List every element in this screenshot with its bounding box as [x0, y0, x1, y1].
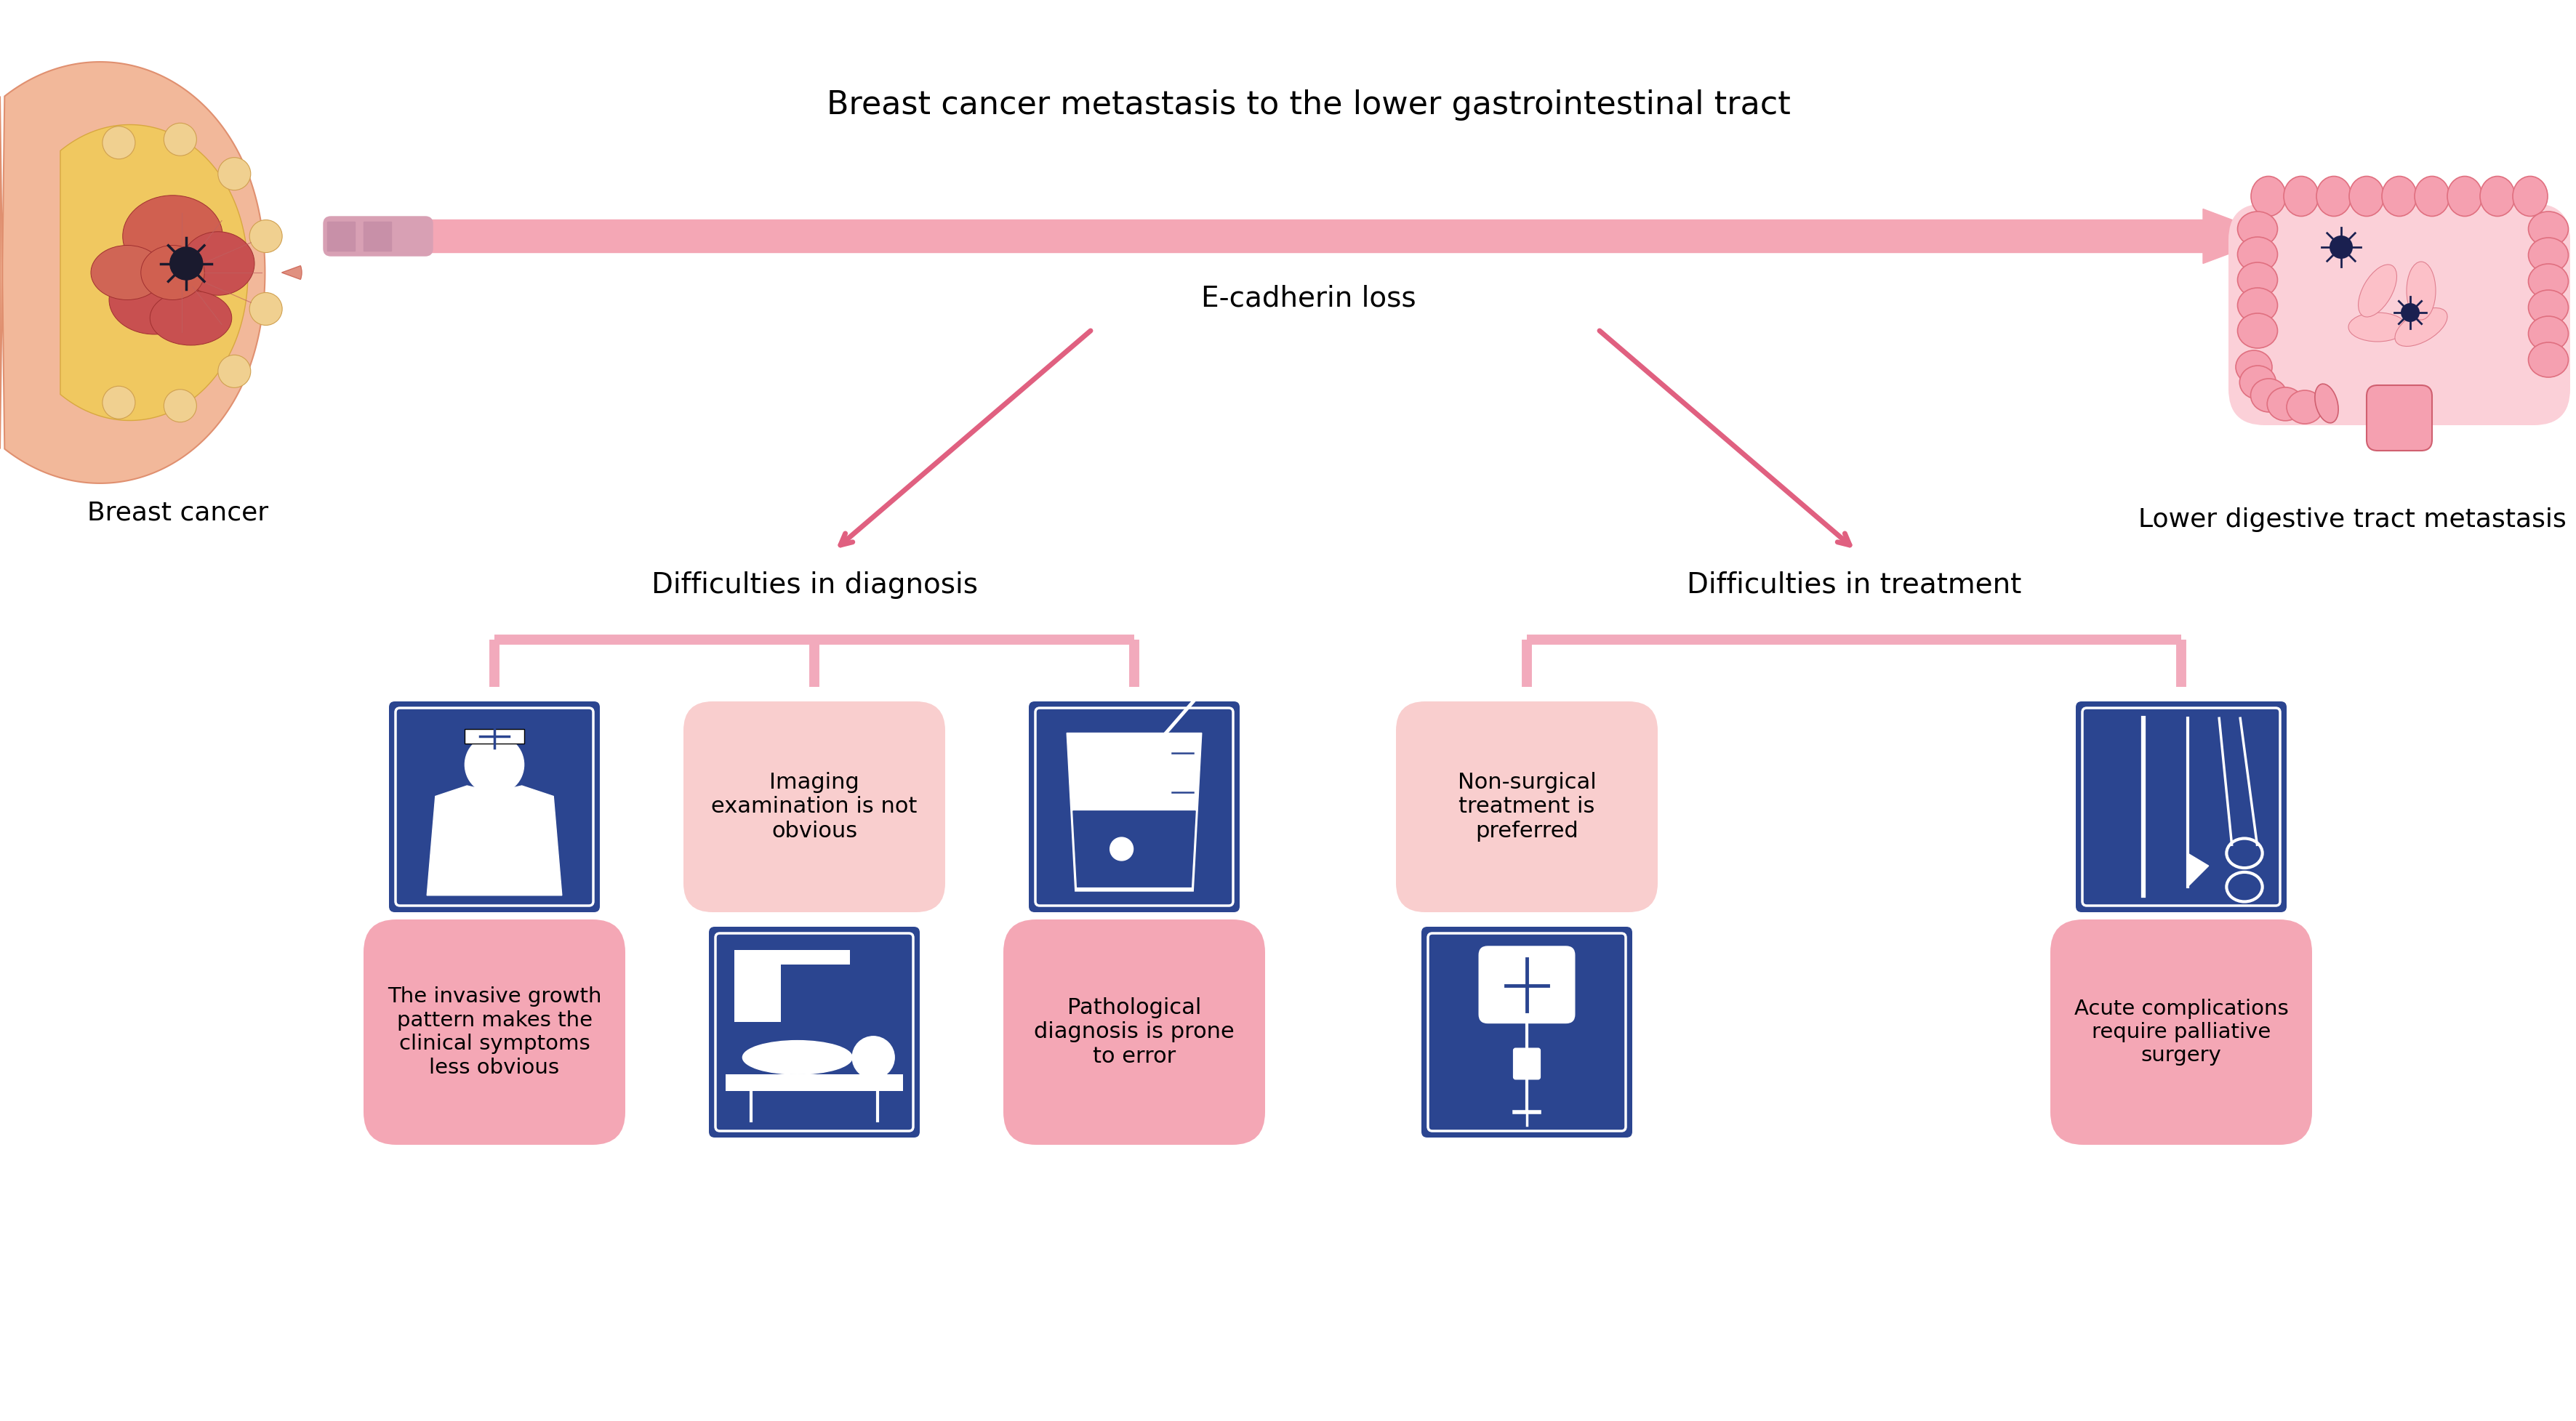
Ellipse shape — [2447, 176, 2483, 216]
Ellipse shape — [2530, 290, 2568, 325]
Ellipse shape — [2414, 176, 2450, 216]
Ellipse shape — [108, 266, 201, 334]
Polygon shape — [59, 125, 247, 421]
Circle shape — [219, 158, 250, 190]
Ellipse shape — [2383, 176, 2416, 216]
FancyBboxPatch shape — [363, 919, 626, 1145]
Circle shape — [1110, 837, 1133, 861]
FancyBboxPatch shape — [1422, 926, 1633, 1138]
Ellipse shape — [2236, 351, 2272, 384]
Ellipse shape — [2285, 176, 2318, 216]
Ellipse shape — [2406, 261, 2437, 320]
Ellipse shape — [2239, 263, 2277, 297]
Text: Breast cancer metastasis to the lower gastrointestinal tract: Breast cancer metastasis to the lower ga… — [827, 90, 1790, 121]
Ellipse shape — [2239, 365, 2277, 399]
FancyBboxPatch shape — [1479, 946, 1574, 1023]
Wedge shape — [281, 266, 301, 280]
FancyBboxPatch shape — [1005, 919, 1265, 1145]
Circle shape — [103, 126, 134, 159]
Text: The invasive growth
pattern makes the
clinical symptoms
less obvious: The invasive growth pattern makes the cl… — [386, 986, 600, 1077]
Polygon shape — [0, 63, 265, 483]
FancyBboxPatch shape — [1028, 702, 1239, 912]
Polygon shape — [2187, 853, 2208, 887]
Ellipse shape — [2512, 176, 2548, 216]
Ellipse shape — [2239, 313, 2277, 348]
Circle shape — [165, 389, 196, 422]
Text: Imaging
examination is not
obvious: Imaging examination is not obvious — [711, 772, 917, 841]
Ellipse shape — [2530, 342, 2568, 377]
Text: E-cadherin loss: E-cadherin loss — [1200, 284, 1417, 311]
FancyBboxPatch shape — [708, 926, 920, 1138]
Circle shape — [464, 818, 474, 828]
Ellipse shape — [142, 246, 204, 300]
FancyArrow shape — [422, 209, 2275, 263]
Text: Breast cancer: Breast cancer — [88, 500, 268, 524]
Ellipse shape — [2530, 264, 2568, 298]
Ellipse shape — [2239, 212, 2277, 246]
Circle shape — [165, 124, 196, 156]
Circle shape — [2329, 236, 2352, 259]
Ellipse shape — [183, 232, 255, 296]
Ellipse shape — [2287, 391, 2324, 423]
Polygon shape — [428, 786, 562, 895]
Bar — [726, 1074, 902, 1091]
Ellipse shape — [2530, 317, 2568, 351]
Ellipse shape — [2530, 237, 2568, 273]
Ellipse shape — [2357, 264, 2396, 317]
Ellipse shape — [2316, 176, 2352, 216]
Circle shape — [1206, 661, 1229, 684]
Ellipse shape — [124, 195, 222, 277]
Text: Difficulties in treatment: Difficulties in treatment — [1687, 571, 2022, 598]
Ellipse shape — [2349, 313, 2406, 341]
Ellipse shape — [2396, 308, 2447, 347]
Circle shape — [250, 293, 283, 325]
Bar — [734, 949, 850, 965]
FancyBboxPatch shape — [683, 702, 945, 912]
Bar — [734, 953, 781, 1022]
Ellipse shape — [2239, 288, 2277, 323]
Circle shape — [219, 355, 250, 388]
Text: Acute complications
require palliative
surgery: Acute complications require palliative s… — [2074, 999, 2287, 1066]
Circle shape — [170, 247, 204, 280]
Ellipse shape — [742, 1040, 853, 1074]
Ellipse shape — [2530, 212, 2568, 246]
Ellipse shape — [2316, 384, 2339, 423]
Text: Pathological
diagnosis is prone
to error: Pathological diagnosis is prone to error — [1033, 998, 1234, 1067]
FancyBboxPatch shape — [1396, 702, 1659, 912]
Text: Lower digestive tract metastasis: Lower digestive tract metastasis — [2138, 507, 2566, 531]
Ellipse shape — [90, 246, 165, 300]
Circle shape — [250, 220, 283, 253]
FancyBboxPatch shape — [2050, 919, 2313, 1145]
FancyBboxPatch shape — [1515, 1049, 1540, 1079]
Ellipse shape — [2251, 176, 2285, 216]
FancyBboxPatch shape — [2076, 702, 2287, 912]
FancyBboxPatch shape — [2228, 203, 2571, 425]
Ellipse shape — [2349, 176, 2383, 216]
Text: Difficulties in diagnosis: Difficulties in diagnosis — [652, 571, 976, 598]
FancyBboxPatch shape — [464, 729, 523, 743]
FancyBboxPatch shape — [363, 222, 392, 250]
FancyBboxPatch shape — [2367, 385, 2432, 450]
FancyBboxPatch shape — [325, 216, 433, 256]
Polygon shape — [1066, 733, 1200, 891]
Circle shape — [103, 387, 134, 419]
Circle shape — [2401, 303, 2419, 323]
Polygon shape — [1074, 811, 1195, 887]
Text: Non-surgical
treatment is
preferred: Non-surgical treatment is preferred — [1458, 772, 1597, 841]
Ellipse shape — [2267, 388, 2303, 421]
Ellipse shape — [2239, 237, 2277, 271]
FancyBboxPatch shape — [327, 222, 355, 250]
Circle shape — [515, 818, 526, 828]
Circle shape — [464, 735, 523, 794]
FancyBboxPatch shape — [389, 702, 600, 912]
Ellipse shape — [2251, 378, 2287, 412]
Circle shape — [853, 1036, 894, 1079]
Ellipse shape — [149, 291, 232, 345]
Ellipse shape — [2481, 176, 2514, 216]
